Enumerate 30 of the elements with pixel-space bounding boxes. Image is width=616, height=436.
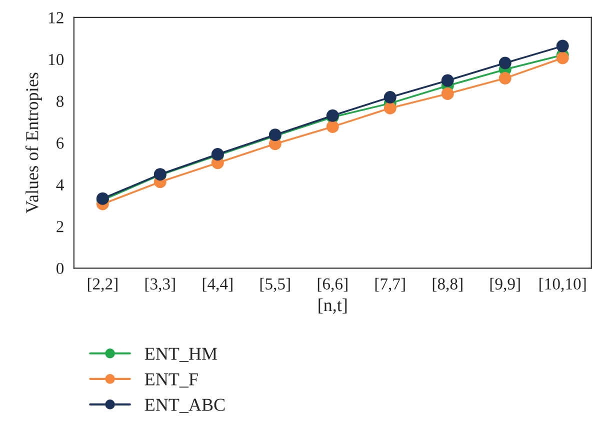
legend-label: ENT_ABC	[144, 398, 225, 414]
y-tick-label: 8	[56, 96, 64, 107]
y-tick-label: 4	[56, 179, 64, 190]
x-tick-label: [3,3]	[145, 278, 175, 292]
y-tick-label: 10	[48, 54, 64, 66]
x-axis-title: [n,t]	[318, 298, 347, 314]
point	[384, 90, 396, 104]
y-axis-title: Values of Entropies	[25, 72, 42, 214]
y-tick-label: 0	[56, 262, 64, 274]
y-tick-label: 2	[56, 221, 64, 232]
point	[498, 56, 512, 70]
legend-label: ENT_HM	[144, 348, 218, 362]
x-tick-label: [8,8]	[432, 278, 462, 292]
point	[556, 52, 569, 64]
x-tick-label: [9,9]	[490, 278, 520, 292]
x-tick-label: [6,6]	[318, 278, 348, 292]
x-tick-label: [10,10]	[540, 278, 586, 292]
x-tick-label: [2,2]	[88, 278, 118, 292]
legend-label: ENT_F	[144, 373, 198, 388]
y-tick-label: 12	[48, 12, 64, 24]
x-tick-label: [7,7]	[375, 278, 405, 292]
x-tick-label: [4,4]	[202, 278, 232, 292]
point	[326, 120, 339, 133]
point	[441, 74, 454, 87]
point	[498, 72, 512, 84]
point	[556, 40, 569, 52]
point	[441, 87, 454, 100]
point	[384, 102, 396, 114]
x-tick-label: [5,5]	[260, 278, 290, 292]
y-tick-label: 6	[56, 138, 64, 149]
